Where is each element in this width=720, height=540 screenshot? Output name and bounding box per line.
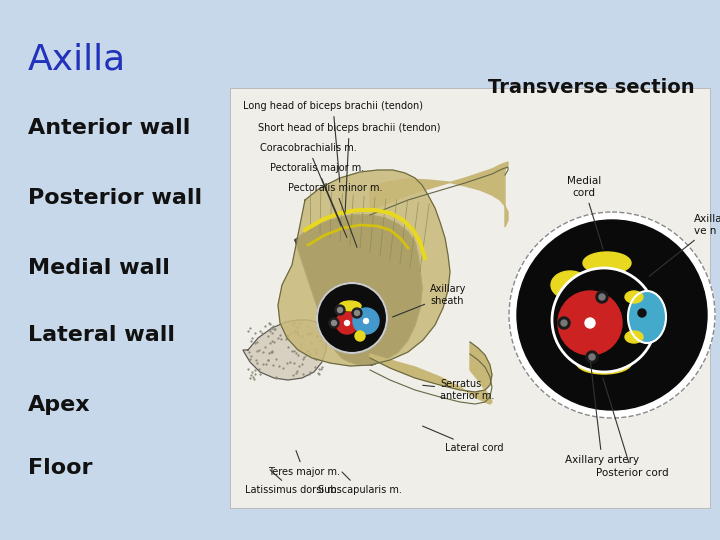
Text: Axillary artery: Axillary artery bbox=[565, 361, 639, 465]
Circle shape bbox=[558, 291, 622, 355]
Ellipse shape bbox=[625, 291, 643, 303]
Polygon shape bbox=[370, 162, 508, 227]
FancyBboxPatch shape bbox=[230, 88, 710, 508]
Text: Posterior wall: Posterior wall bbox=[28, 188, 202, 208]
Polygon shape bbox=[278, 170, 450, 366]
Circle shape bbox=[589, 354, 595, 360]
Circle shape bbox=[317, 283, 387, 353]
Circle shape bbox=[335, 305, 345, 315]
Ellipse shape bbox=[625, 331, 643, 343]
Text: Pectoralis minor m.: Pectoralis minor m. bbox=[288, 183, 382, 247]
Text: Axillary
sheath: Axillary sheath bbox=[392, 284, 467, 317]
Polygon shape bbox=[370, 342, 492, 404]
Text: Teres major m.: Teres major m. bbox=[268, 450, 340, 477]
Ellipse shape bbox=[339, 301, 361, 311]
Circle shape bbox=[354, 310, 359, 315]
Text: Latissimus dorsi m.: Latissimus dorsi m. bbox=[245, 470, 340, 495]
Circle shape bbox=[587, 320, 593, 327]
Circle shape bbox=[561, 320, 567, 326]
Ellipse shape bbox=[577, 352, 631, 374]
Circle shape bbox=[353, 308, 379, 334]
Polygon shape bbox=[295, 215, 422, 365]
Text: Anterior wall: Anterior wall bbox=[28, 118, 190, 138]
Circle shape bbox=[638, 309, 646, 317]
Circle shape bbox=[352, 308, 362, 318]
Text: Floor: Floor bbox=[28, 458, 92, 478]
Text: Short head of biceps brachii (tendon): Short head of biceps brachii (tendon) bbox=[258, 123, 441, 212]
Circle shape bbox=[355, 331, 365, 341]
Circle shape bbox=[585, 318, 595, 328]
Text: Medial wall: Medial wall bbox=[28, 258, 170, 278]
Circle shape bbox=[338, 307, 343, 313]
Text: Pectoralis major m.: Pectoralis major m. bbox=[270, 163, 364, 238]
Text: Lateral cord: Lateral cord bbox=[423, 426, 503, 453]
Circle shape bbox=[509, 212, 715, 418]
Circle shape bbox=[517, 220, 707, 410]
Ellipse shape bbox=[628, 291, 666, 343]
Ellipse shape bbox=[583, 252, 631, 274]
Circle shape bbox=[558, 317, 570, 329]
Polygon shape bbox=[243, 320, 326, 380]
Text: Medial
cord: Medial cord bbox=[567, 176, 603, 249]
Circle shape bbox=[331, 321, 336, 326]
Circle shape bbox=[586, 351, 598, 363]
Text: Axillary
ve n: Axillary ve n bbox=[649, 214, 720, 276]
Text: Lateral wall: Lateral wall bbox=[28, 325, 175, 345]
Text: Posterior cord: Posterior cord bbox=[595, 377, 668, 478]
Circle shape bbox=[596, 291, 608, 303]
Text: Long head of biceps brachii (tendon): Long head of biceps brachii (tendon) bbox=[243, 101, 423, 182]
Text: Subscapularis m.: Subscapularis m. bbox=[318, 472, 402, 495]
Circle shape bbox=[329, 318, 339, 328]
Circle shape bbox=[336, 312, 358, 334]
Circle shape bbox=[599, 294, 605, 300]
Text: Transverse section: Transverse section bbox=[488, 78, 695, 97]
Circle shape bbox=[552, 268, 656, 372]
Text: Coracobrachialis m.: Coracobrachialis m. bbox=[260, 143, 356, 225]
Circle shape bbox=[344, 321, 349, 326]
Text: Apex: Apex bbox=[28, 395, 91, 415]
Circle shape bbox=[364, 319, 369, 323]
Text: Axilla: Axilla bbox=[28, 42, 126, 76]
Text: Serratus
anterior m.: Serratus anterior m. bbox=[423, 379, 495, 401]
Ellipse shape bbox=[551, 271, 589, 299]
